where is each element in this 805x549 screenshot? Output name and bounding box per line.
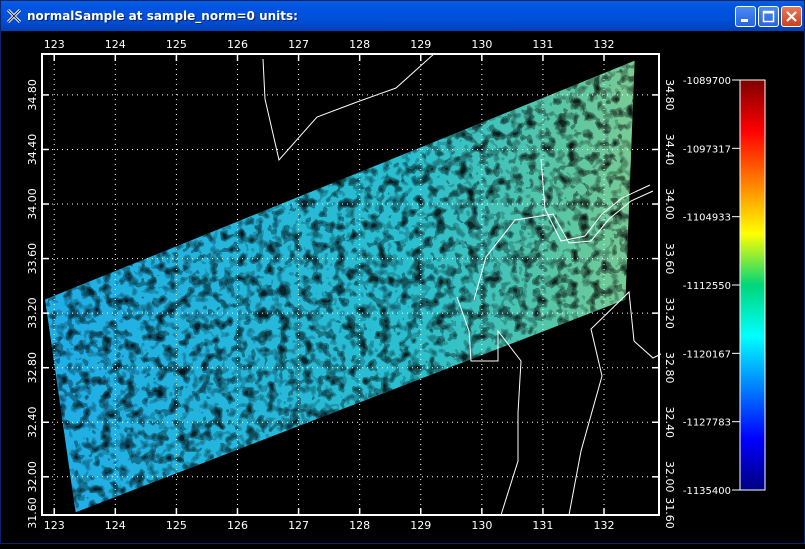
y-tick-label-right: 33.20 <box>663 297 676 329</box>
x-tick-label-bottom: 127 <box>288 519 309 532</box>
x-tick-label-bottom: 129 <box>410 519 431 532</box>
y-tick-label-right: 34.80 <box>663 79 676 111</box>
y-tick-label-left: 32.00 <box>26 461 39 493</box>
data-swath <box>45 60 635 513</box>
x-tick-label-bottom: 125 <box>166 519 187 532</box>
y-tick-label-right: 32.80 <box>663 352 676 384</box>
x-window-icon[interactable] <box>6 8 22 24</box>
x-tick-label-bottom: 126 <box>227 519 248 532</box>
x-tick-label-bottom: 128 <box>349 519 370 532</box>
plot-area: 123 123 124 124 125 125 126 126 127 127 128 128 129 1… <box>1 31 804 545</box>
y-tick-label-left: 34.80 <box>26 79 39 111</box>
close-button[interactable] <box>781 6 802 27</box>
y-tick-label-right: 33.60 <box>663 243 676 275</box>
y-tick-label-right: 34.40 <box>663 134 676 166</box>
y-tick-label-left: 31.60 <box>26 497 39 529</box>
colorbar-label: -1120167 <box>683 349 731 360</box>
x-tick-label-bottom: 124 <box>105 519 126 532</box>
y-tick-label-right: 31.60 <box>663 497 676 529</box>
x-tick-label-top: 127 <box>288 38 309 51</box>
y-tick-label-right: 32.40 <box>663 407 676 439</box>
x-tick-label-top: 131 <box>532 38 553 51</box>
maximize-button[interactable] <box>758 6 779 27</box>
coastline <box>456 296 522 516</box>
coastlines <box>262 52 662 516</box>
colorbar-label: -1089700 <box>683 76 731 87</box>
coastline <box>473 190 654 301</box>
coastline <box>568 290 662 516</box>
y-tick-label-left: 33.20 <box>26 297 39 329</box>
y-tick-label-left: 32.40 <box>26 407 39 439</box>
y-tick-label-left: 33.60 <box>26 243 39 275</box>
colorbar-gradient <box>739 79 766 491</box>
colorbar-label: -1135400 <box>683 486 731 497</box>
colorbar-label: -1097317 <box>683 144 731 155</box>
coastline <box>540 158 651 242</box>
y-tick-label-right: 32.00 <box>663 461 676 493</box>
y-tick-label-left: 34.40 <box>26 134 39 166</box>
axes-frame <box>41 53 660 516</box>
colorbar-label: -1104933 <box>683 213 731 224</box>
x-tick-label-bottom: 131 <box>532 519 553 532</box>
minimize-icon <box>741 19 748 22</box>
axes: 123 123 124 124 125 125 126 126 127 127 128 128 129 1… <box>26 38 676 532</box>
x-tick-label-bottom: 130 <box>471 519 492 532</box>
x-tick-label-top: 128 <box>349 38 370 51</box>
x-tick-label-top: 129 <box>410 38 431 51</box>
grid-lines <box>42 54 659 515</box>
x-tick-label-top: 125 <box>166 38 187 51</box>
colorbar: -1089700 -1097317 -1104933 -1112550 -1120167… <box>683 76 766 497</box>
colorbar-label: -1112550 <box>683 281 731 292</box>
y-tick-label-right: 34.00 <box>663 188 676 220</box>
y-tick-label-left: 32.80 <box>26 352 39 384</box>
y-tick-label-left: 34.00 <box>26 188 39 220</box>
x-tick-label-top: 124 <box>105 38 126 51</box>
x-tick-label-top: 130 <box>471 38 492 51</box>
heatmap-chart: 123 123 124 124 125 125 126 126 127 127 128 128 129 1… <box>26 38 766 532</box>
x-tick-label-top: 126 <box>227 38 248 51</box>
close-icon <box>786 11 797 22</box>
x-tick-label-bottom: 123 <box>44 519 65 532</box>
colorbar-label: -1127783 <box>683 418 731 429</box>
x-tick-label-bottom: 132 <box>594 519 615 532</box>
maximize-icon <box>762 10 775 23</box>
title-bar[interactable]: normalSample at sample_norm=0 units: <box>1 1 804 31</box>
x-tick-label-top: 123 <box>44 38 65 51</box>
swath-speckle-high <box>45 60 635 513</box>
window-title: normalSample at sample_norm=0 units: <box>27 9 298 23</box>
x-tick-label-top: 132 <box>594 38 615 51</box>
minimize-button[interactable] <box>735 6 756 27</box>
coastline <box>262 52 436 162</box>
